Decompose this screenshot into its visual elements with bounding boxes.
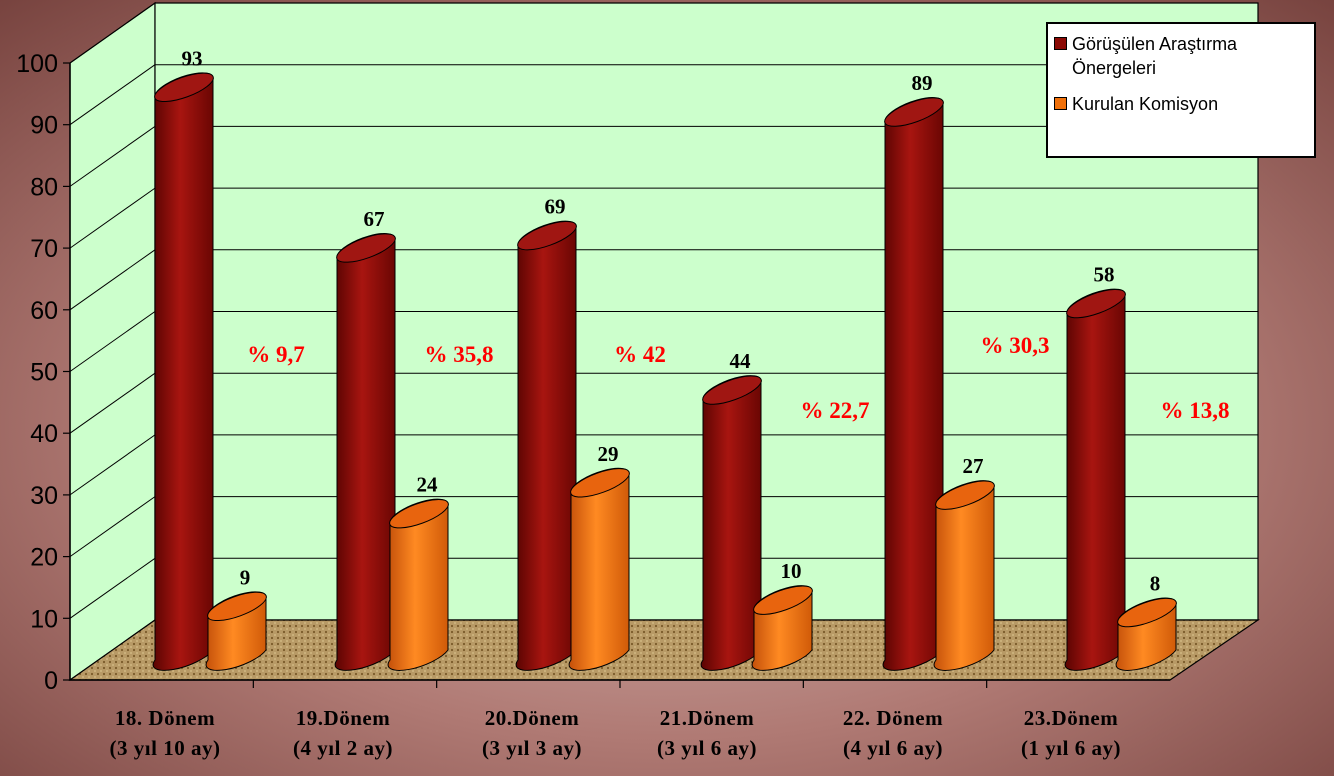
category-label-line1: 21.Dönem [612, 703, 802, 733]
percentage-annotation: % 9,7 [247, 342, 305, 367]
bar-gorusulen [335, 234, 395, 671]
y-tick-label: 0 [44, 667, 58, 695]
y-tick-label: 80 [30, 173, 58, 201]
y-tick-label: 30 [30, 482, 58, 510]
category-label: 22. Dönem (4 yıl 6 ay) [798, 703, 988, 763]
legend-swatch [1054, 37, 1067, 50]
y-tick-label: 40 [30, 420, 58, 448]
category-label-line2: (3 yıl 6 ay) [612, 733, 802, 763]
category-label-line1: 22. Dönem [798, 703, 988, 733]
category-label-line2: (4 yıl 6 ay) [798, 733, 988, 763]
legend-item: Görüşülen Araştırma Önergeleri [1054, 32, 1308, 80]
data-label: 44 [730, 349, 752, 373]
percentage-annotation: % 30,3 [981, 333, 1050, 358]
y-tick-label: 90 [30, 112, 58, 140]
category-label: 20.Dönem (3 yıl 3 ay) [437, 703, 627, 763]
category-label-line1: 19.Dönem [248, 703, 438, 733]
data-label: 89 [912, 71, 933, 95]
data-label: 69 [545, 195, 566, 219]
percentage-annotation: % 22,7 [801, 398, 870, 423]
data-label: 10 [781, 559, 802, 583]
data-label: 24 [417, 473, 439, 497]
category-label: 19.Dönem (4 yıl 2 ay) [248, 703, 438, 763]
legend-swatch [1054, 97, 1067, 110]
bar-komisyon [569, 468, 629, 670]
bar-gorusulen [883, 98, 943, 671]
chart-legend: Görüşülen Araştırma Önergeleri Kurulan K… [1046, 22, 1316, 158]
data-label: 29 [598, 442, 619, 466]
category-label: 21.Dönem (3 yıl 6 ay) [612, 703, 802, 763]
category-label-line1: 20.Dönem [437, 703, 627, 733]
bar-gorusulen [516, 221, 576, 670]
y-tick-label: 70 [30, 235, 58, 263]
y-tick-label: 60 [30, 297, 58, 325]
data-label: 67 [364, 207, 385, 231]
legend-label: Kurulan Komisyon [1072, 92, 1218, 116]
category-label-line2: (1 yıl 6 ay) [976, 733, 1166, 763]
percentage-annotation: % 42 [614, 342, 666, 367]
category-label-line2: (3 yıl 3 ay) [437, 733, 627, 763]
category-label: 23.Dönem (1 yıl 6 ay) [976, 703, 1166, 763]
bar-gorusulen [1065, 289, 1125, 670]
percentage-annotation: % 13,8 [1161, 398, 1230, 423]
category-label-line2: (4 yıl 2 ay) [248, 733, 438, 763]
y-tick-label: 50 [30, 359, 58, 387]
legend-item: Kurulan Komisyon [1054, 92, 1308, 116]
y-tick-label: 100 [16, 50, 58, 78]
data-label: 8 [1150, 572, 1161, 596]
data-label: 93 [182, 46, 203, 70]
y-tick-label: 10 [30, 605, 58, 633]
category-label-line1: 23.Dönem [976, 703, 1166, 733]
y-tick-label: 20 [30, 544, 58, 572]
data-label: 27 [963, 454, 984, 478]
category-label: 18. Dönem (3 yıl 10 ay) [70, 703, 260, 763]
category-label-line1: 18. Dönem [70, 703, 260, 733]
bar-gorusulen [701, 376, 761, 671]
category-label-line2: (3 yıl 10 ay) [70, 733, 260, 763]
percentage-annotation: % 35,8 [425, 342, 494, 367]
data-label: 58 [1094, 263, 1115, 287]
data-label: 9 [240, 565, 251, 589]
bar-gorusulen [153, 73, 213, 671]
legend-label: Görüşülen Araştırma Önergeleri [1072, 32, 1308, 80]
